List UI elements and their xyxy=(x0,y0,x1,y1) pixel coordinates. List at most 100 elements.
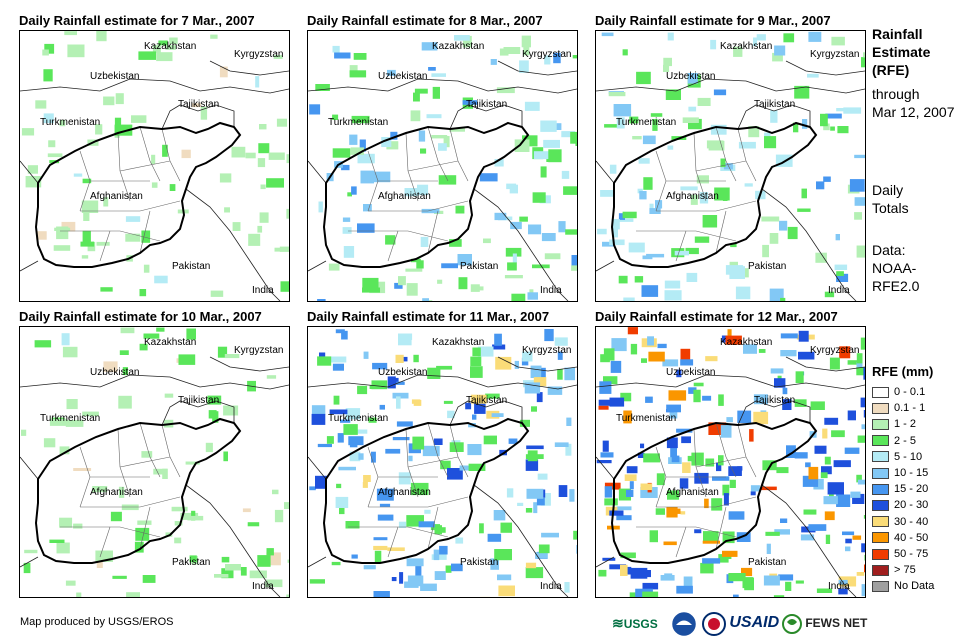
rain-cell xyxy=(856,367,865,376)
legend-label: 15 - 20 xyxy=(894,483,929,496)
fews-net-text: FEWS NET xyxy=(805,616,868,630)
legend-item: 10 - 15 xyxy=(872,465,928,481)
province-boundary xyxy=(636,230,737,242)
rain-cell xyxy=(702,558,721,564)
country-label-tajikistan: Tajikistan xyxy=(466,395,508,406)
rain-cell xyxy=(525,508,533,513)
rain-cell xyxy=(660,575,675,581)
rain-cell xyxy=(598,569,607,577)
afghanistan-border xyxy=(610,417,818,564)
rain-cell xyxy=(733,594,739,597)
rain-cell xyxy=(351,554,358,559)
rain-cell xyxy=(67,44,85,58)
rain-cell xyxy=(836,494,851,507)
rain-cell xyxy=(519,419,530,427)
rain-cell xyxy=(317,356,332,366)
rain-cell xyxy=(417,184,429,196)
rain-cell xyxy=(729,479,736,488)
rain-cell xyxy=(438,143,447,151)
rain-cell xyxy=(795,371,804,384)
rain-cell xyxy=(849,179,865,192)
rain-cell xyxy=(558,485,568,497)
rain-cell xyxy=(115,93,124,105)
rain-cell xyxy=(657,343,667,349)
legend-swatch xyxy=(872,516,889,528)
country-border xyxy=(497,60,577,76)
rain-cell xyxy=(62,346,78,358)
rain-cell xyxy=(655,200,663,209)
rain-cell xyxy=(802,475,819,487)
country-border xyxy=(20,160,39,184)
legend-swatch xyxy=(872,499,889,511)
rain-cell xyxy=(477,286,484,291)
rain-cell xyxy=(440,460,451,470)
country-border xyxy=(761,484,857,597)
country-label-kazakhstan: Kazakhstan xyxy=(144,337,197,348)
rain-cell xyxy=(376,488,394,501)
rain-cell xyxy=(413,92,420,102)
rain-cell xyxy=(576,545,577,554)
rain-cell xyxy=(319,352,326,358)
rain-cell xyxy=(56,226,69,240)
country-label-turkmenistan: Turkmenistan xyxy=(40,117,101,128)
through-date: Mar 12, 2007 xyxy=(872,104,955,120)
rain-cell xyxy=(424,509,431,514)
rain-cell xyxy=(722,194,728,201)
rain-cell xyxy=(864,554,865,561)
rain-cell xyxy=(363,475,371,482)
rain-cell xyxy=(454,35,470,41)
rain-cell xyxy=(733,46,743,57)
rain-cell xyxy=(357,153,375,164)
rain-cell xyxy=(449,239,462,247)
rain-cell xyxy=(398,276,406,286)
rain-cell xyxy=(506,183,517,190)
rain-cell xyxy=(286,154,289,164)
rain-cell xyxy=(845,538,852,544)
country-label-india: India xyxy=(252,581,274,592)
rain-cell xyxy=(609,510,624,516)
rain-cell xyxy=(143,333,160,339)
rain-cell xyxy=(455,537,464,544)
rain-cell xyxy=(572,55,577,59)
rain-cell xyxy=(727,329,732,341)
province-boundary xyxy=(407,160,459,172)
rain-cell xyxy=(470,356,482,366)
rain-cell xyxy=(80,241,95,247)
province-boundary xyxy=(119,160,171,172)
rain-cell xyxy=(335,329,345,334)
legend-label: 1 - 2 xyxy=(894,418,917,431)
rain-cell xyxy=(422,445,440,457)
rain-cell xyxy=(61,333,70,346)
rain-cell xyxy=(83,212,90,221)
rain-cell xyxy=(414,88,428,94)
rain-cell xyxy=(630,343,638,355)
noaa-seal-icon xyxy=(672,612,696,636)
rain-cell xyxy=(65,580,76,586)
rain-cell xyxy=(331,561,341,566)
rain-cell xyxy=(189,555,197,563)
rain-cell xyxy=(268,152,285,160)
rain-cell xyxy=(630,567,648,579)
rain-cell xyxy=(221,556,230,563)
rain-cell xyxy=(205,442,213,453)
rain-cell xyxy=(110,511,122,522)
rain-cell xyxy=(494,159,504,167)
rain-cell xyxy=(599,381,612,394)
rain-cell xyxy=(59,517,73,528)
rain-cell xyxy=(603,376,618,385)
rain-cell xyxy=(718,455,724,466)
rain-cell xyxy=(705,356,718,362)
rain-cell xyxy=(565,443,572,456)
rain-cell xyxy=(820,113,828,127)
rain-cell xyxy=(494,212,507,221)
rain-cell xyxy=(725,335,742,345)
rain-cell xyxy=(725,265,744,275)
rain-cell xyxy=(483,238,491,244)
rain-cell xyxy=(345,521,360,529)
rain-cell xyxy=(564,367,575,381)
rain-cell xyxy=(152,45,161,53)
rain-cell xyxy=(372,171,391,183)
totals-text: Totals xyxy=(872,200,909,216)
rain-cell xyxy=(557,369,563,380)
rain-cell xyxy=(642,135,656,145)
